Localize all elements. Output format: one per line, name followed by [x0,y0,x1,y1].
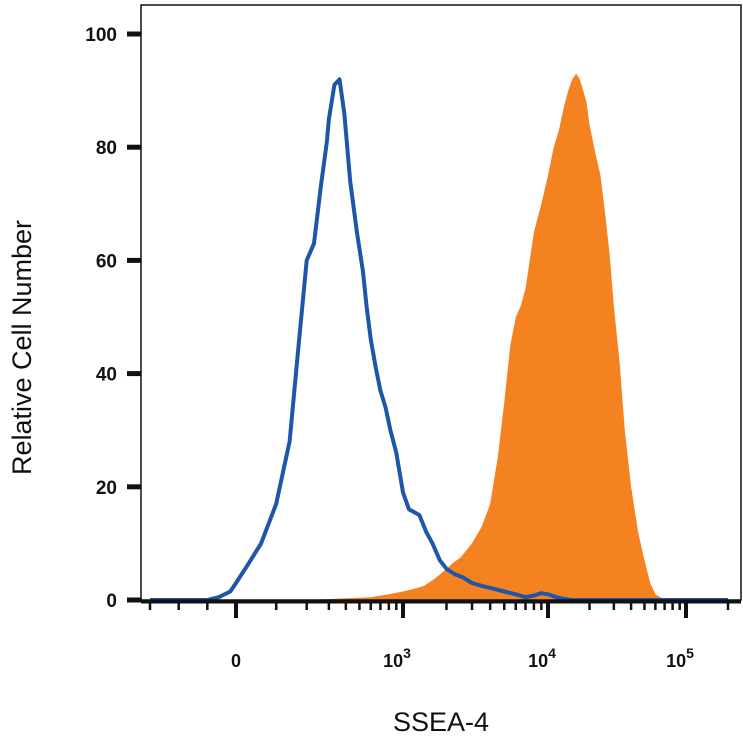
x-tick-label: 104 [528,645,556,671]
x-axis-ticks: 0 103 104 105 [141,600,741,671]
y-tick-label: 0 [106,591,117,612]
y-axis-title: Relative Cell Number [7,220,37,475]
y-tick-label: 100 [85,25,117,46]
y-tick-label: 80 [96,138,117,159]
plot-frame [140,4,742,601]
x-tick-label: 105 [666,645,694,671]
x-tick-label: 0 [231,651,241,671]
y-tick-label: 60 [96,251,117,272]
axis-layer [140,4,742,601]
series-layer [150,73,728,602]
series-outline-histogram [150,77,728,602]
x-tick-label: 103 [383,645,411,671]
y-tick-label: 20 [96,478,117,499]
y-axis-ticks: 0 20 40 60 80 100 [85,25,141,612]
series-filled-histogram [150,73,728,601]
x-axis-title: SSEA-4 [393,707,489,737]
y-tick-label: 40 [96,365,117,386]
